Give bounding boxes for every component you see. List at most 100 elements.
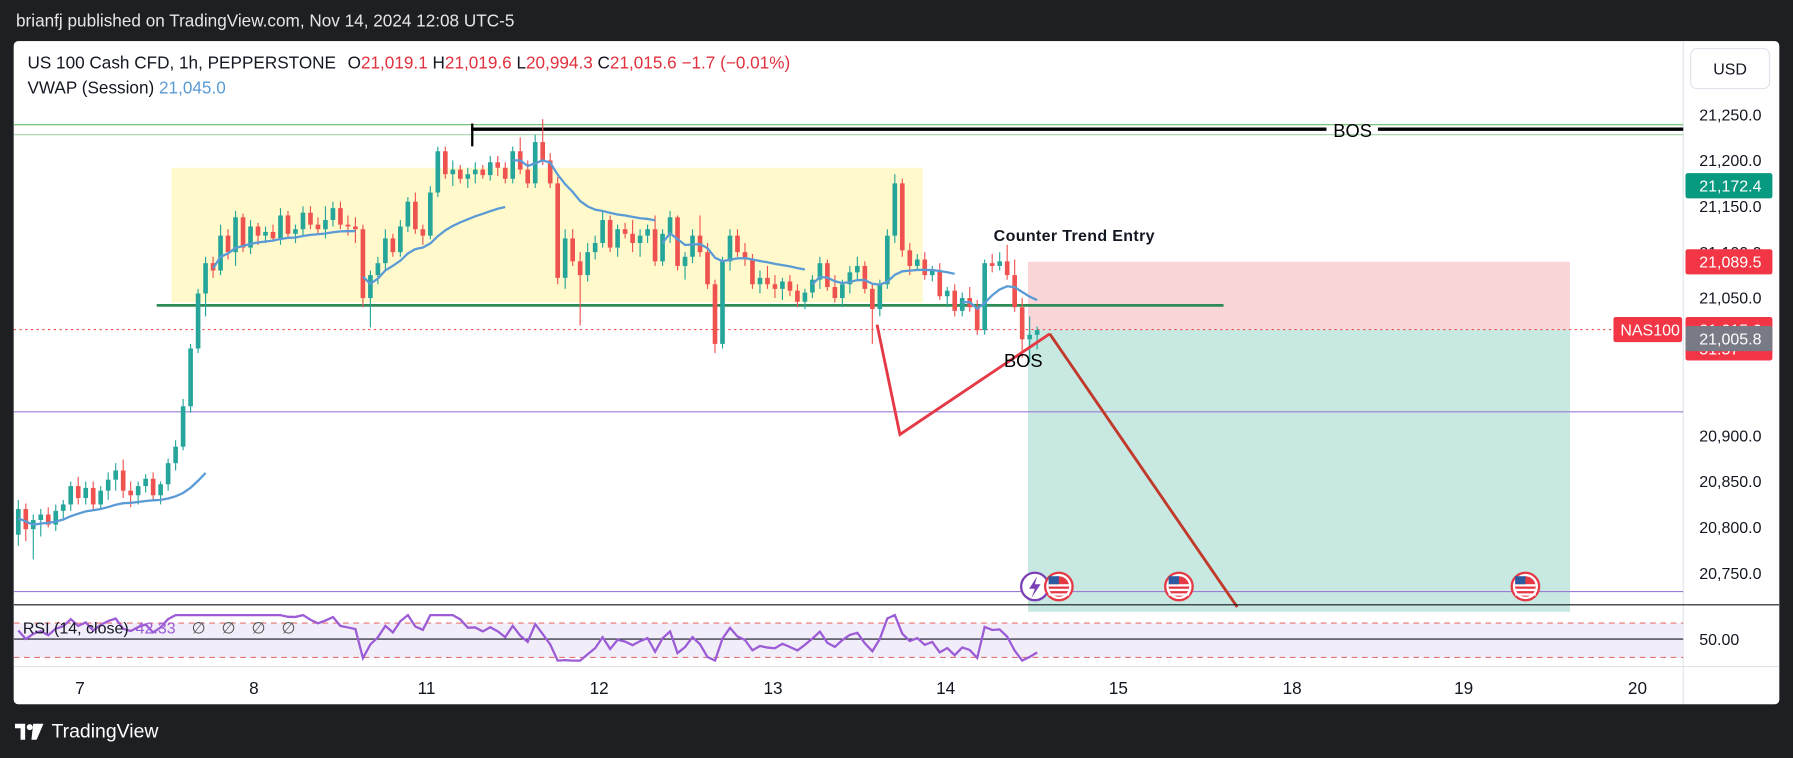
candle-body	[240, 217, 246, 248]
candle-body	[1027, 334, 1032, 340]
candle	[615, 224, 620, 257]
flag-stripe	[1168, 584, 1190, 587]
y-tick-label: 21,050.0	[1699, 291, 1761, 308]
x-tick-label: 8	[249, 678, 259, 698]
candle-body	[810, 279, 815, 293]
candle-body	[825, 263, 830, 288]
candle	[398, 220, 403, 257]
candle-body	[368, 275, 373, 299]
symbol-title[interactable]: US 100 Cash CFD, 1h, PEPPERSTONE	[27, 53, 336, 74]
candle-body	[720, 261, 725, 344]
candle	[1012, 259, 1017, 312]
candle	[90, 481, 96, 511]
candle-body	[113, 470, 119, 480]
counter-trend-label: Counter Trend Entry	[994, 228, 1155, 245]
candle-body	[1019, 307, 1025, 340]
candle	[495, 155, 501, 177]
y-tick-label: 20,850.0	[1699, 474, 1761, 491]
candle	[502, 162, 508, 184]
candle	[637, 229, 643, 257]
candle	[802, 288, 808, 310]
change-value: −1.7 (−0.01%)	[681, 53, 791, 74]
candle	[510, 146, 516, 184]
candle	[825, 259, 830, 291]
candle-body	[847, 272, 853, 285]
vwap-line	[362, 205, 506, 286]
candle-body	[982, 263, 988, 331]
candle	[487, 155, 493, 181]
candle	[300, 206, 306, 236]
candle-body	[510, 151, 516, 179]
low-label: L	[516, 53, 526, 74]
candle-body	[480, 169, 486, 176]
candle-body	[600, 220, 605, 243]
candle	[540, 119, 546, 166]
candle-body	[607, 220, 613, 248]
candle-body	[1034, 330, 1040, 335]
candle-body	[555, 183, 561, 278]
candle-body	[472, 169, 478, 175]
symbol-tag: NAS100	[1613, 317, 1683, 343]
candle-body	[315, 224, 321, 230]
close-value: 21,015.6	[609, 53, 677, 74]
candle-body	[45, 514, 51, 525]
candle-body	[727, 235, 733, 262]
candle	[855, 256, 860, 280]
candle	[652, 215, 658, 266]
candle-body	[840, 284, 845, 299]
candle-body	[667, 217, 673, 234]
candle	[570, 229, 575, 266]
candle-body	[225, 235, 231, 253]
candle	[105, 472, 111, 500]
candle-body	[60, 504, 66, 511]
candle-body	[690, 235, 695, 257]
candle	[435, 146, 441, 198]
x-tick-label: 18	[1283, 678, 1302, 698]
flag-stripe	[1168, 588, 1190, 592]
candle	[165, 458, 171, 491]
candle	[772, 275, 778, 299]
chart-canvas[interactable]: BOS Counter Trend Entry BOS 21,250.0 21,200.…	[13, 41, 1780, 705]
vwap-label[interactable]: VWAP (Session)	[27, 78, 155, 99]
candle-body	[428, 192, 433, 236]
candle-body	[248, 226, 253, 248]
currency-button[interactable]: USD	[1690, 48, 1771, 90]
y-tick-label: 20,900.0	[1699, 428, 1761, 445]
candle	[263, 226, 268, 243]
candle-body	[323, 220, 328, 230]
candle	[285, 210, 291, 239]
candle-body	[997, 261, 1003, 266]
candle	[293, 224, 298, 243]
candle-body	[383, 238, 388, 264]
chart-panel[interactable]: BOS Counter Trend Entry BOS 21,250.0 21,200.…	[13, 41, 1780, 705]
candle-body	[562, 238, 568, 278]
candle-body	[615, 229, 620, 248]
x-tick-label: 12	[590, 678, 609, 698]
candle-body	[884, 235, 890, 285]
candle-body	[90, 487, 96, 505]
candle	[944, 287, 950, 308]
candle-body	[855, 265, 860, 273]
candle-body	[660, 233, 665, 262]
candle	[547, 153, 553, 188]
candle-body	[645, 229, 650, 236]
candle-body	[637, 235, 643, 243]
stop-loss-zone	[1027, 261, 1571, 330]
candle-body	[135, 486, 141, 496]
candle	[390, 233, 396, 257]
candle	[592, 235, 598, 260]
close-label: C	[597, 53, 610, 74]
candle-body	[158, 484, 163, 496]
candle-body	[390, 238, 396, 253]
candle	[914, 253, 920, 271]
rsi-label[interactable]: RSI (14, close)	[22, 618, 129, 637]
candle-body	[442, 151, 448, 175]
flag-stripe	[1515, 584, 1536, 587]
candle-body	[937, 270, 943, 297]
candle	[330, 201, 336, 227]
candle	[383, 229, 388, 271]
candle	[270, 224, 276, 242]
candle-body	[989, 263, 995, 266]
candle-body	[675, 217, 680, 266]
tradingview-logo[interactable]: TradingView	[14, 720, 158, 743]
